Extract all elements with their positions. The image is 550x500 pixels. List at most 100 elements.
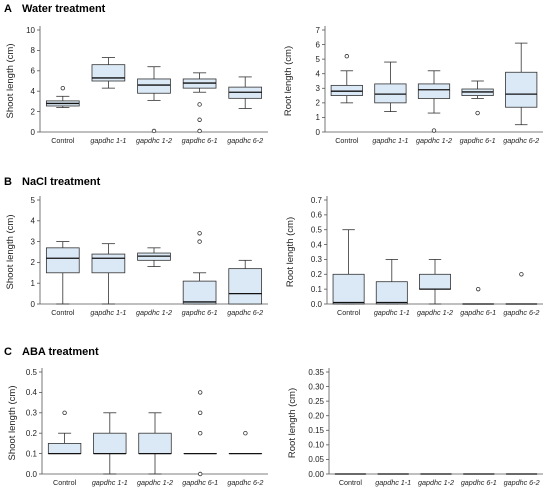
p4-x-tick-label: Control [53,478,77,487]
p5-x-tick-label: gapdhc 1-1 [375,478,411,487]
p1-y-tick-label: 3 [316,84,321,93]
p5-x-tick-label: gapdhc 6-2 [504,478,540,487]
p4-y-tick-label: 0.5 [26,368,38,377]
p0-x-tick-label: gapdhc 1-2 [136,136,172,145]
p1-y-tick-label: 4 [316,70,321,79]
p4-outlier [243,430,248,436]
p1-x-tick-label: gapdhc 1-1 [372,136,408,145]
p2-box [228,268,263,305]
p0-box [137,78,171,94]
p2-y-tick-label: 2 [31,258,36,267]
p3-box [375,281,408,305]
p3-y-tick-label: 0.0 [311,300,323,309]
p2-y-tick-label: 1 [31,279,36,288]
p0-outlier [60,85,65,91]
p0-x-tick-label: Control [51,136,75,145]
p5-x-tick-label: Control [339,478,363,487]
p3-y-axis-label: Root length (cm) [285,217,296,287]
p4-y-tick-label: 0.3 [26,409,38,418]
chart-aba-shoot: 0.0 0.1 0.2 0.3 0.4 0.5 Shoot length (cm) Contr… [7,368,268,487]
p1-outlier [431,128,437,133]
p1-x-tick-label: gapdhc 6-2 [503,136,539,145]
p2-x-tick-label: gapdhc 6-2 [227,308,263,317]
p4-y-tick-label: 0.0 [26,470,38,479]
section-a-letter: A [4,3,12,15]
p5-y-tick-label: 0.30 [308,382,324,391]
section-b-letter: B [4,176,12,188]
p0-y-tick-label: 6 [31,67,36,76]
p0-x-tick-label: gapdhc 6-2 [227,136,263,145]
p5-y-tick-label: 0.10 [308,441,324,450]
p0-x-tick-label: gapdhc 1-1 [90,136,126,145]
chart-nacl-root: 0.0 0.1 0.2 0.3 0.4 0.5 0.6 0.7 Root length (cm)… [285,196,543,317]
p3-x-tick-label: gapdhc 6-2 [503,308,539,317]
p3-box [419,273,451,290]
p0-y-tick-label: 4 [31,87,36,96]
p3-x-tick-label: Control [337,308,361,317]
p3-y-tick-label: 0.4 [311,240,323,249]
p2-x-tick-label: gapdhc 1-2 [136,308,172,317]
p5-y-tick-label: 0.15 [308,426,324,435]
section-b-title: NaCl treatment [22,176,101,188]
p1-box [417,83,451,99]
p4-x-tick-label: gapdhc 6-2 [227,478,263,487]
p2-outlier [197,231,202,236]
p2-y-tick-label: 0 [31,300,36,309]
chart-nacl-shoot: 0 1 2 3 4 5 Shoot length (cm) Control gapdhc 1-1… [5,196,268,317]
p3-y-tick-label: 0.2 [311,270,323,279]
p4-x-tick-label: gapdhc 1-1 [92,478,128,487]
p0-y-tick-label: 10 [26,26,35,35]
p3-outlier [475,286,481,292]
p3-x-tick-label: gapdhc 1-2 [417,308,453,317]
p5-y-tick-label: 0.00 [308,470,324,479]
p2-outlier [197,239,202,244]
p5-x-tick-label: gapdhc 1-2 [418,478,454,487]
p1-y-axis-label: Root length (cm) [283,46,294,116]
p1-y-tick-label: 6 [316,40,321,49]
p4-y-axis-label: Shoot length (cm) [7,386,18,461]
p5-y-tick-label: 0.35 [308,368,324,377]
p0-y-tick-label: 2 [31,107,36,116]
p1-y-tick-label: 1 [316,113,321,122]
p4-box [138,432,172,454]
p5-x-tick-label: gapdhc 6-1 [461,478,497,487]
p2-x-tick-label: gapdhc 1-1 [90,308,126,317]
p4-outlier [197,430,203,436]
p2-x-tick-label: gapdhc 6-1 [182,308,218,317]
p2-y-tick-label: 4 [31,217,36,226]
p2-y-tick-label: 5 [31,196,36,205]
p1-y-tick-label: 2 [316,99,321,108]
p3-y-tick-label: 0.5 [311,226,323,235]
p0-outlier [197,128,202,134]
p4-box [93,432,127,454]
p0-outlier [151,128,157,134]
p2-x-tick-label: Control [51,308,75,317]
section-c-letter: C [4,346,12,358]
p3-x-tick-label: gapdhc 1-1 [374,308,410,317]
p1-y-tick-label: 5 [316,55,321,64]
p3-outlier [519,272,524,277]
p3-y-tick-label: 0.7 [311,196,323,205]
p0-y-tick-label: 0 [31,128,36,137]
p3-box [332,273,365,305]
p3-x-tick-label: gapdhc 6-1 [460,308,496,317]
p1-y-tick-label: 7 [316,26,321,35]
p1-box [330,84,363,96]
p0-outlier [197,117,202,122]
p2-box [182,280,217,305]
p1-outlier [475,110,480,116]
p0-y-axis-label: Shoot length (cm) [5,44,16,119]
p3-y-tick-label: 0.6 [311,211,323,220]
p1-box [374,83,407,104]
p0-outlier [197,102,202,107]
p2-y-axis-label: Shoot length (cm) [5,215,16,290]
section-c-title: ABA treatment [22,346,99,358]
p4-outlier [197,390,203,395]
p4-x-tick-label: gapdhc 6-1 [182,478,218,487]
p3-y-tick-label: 0.3 [311,255,323,264]
p4-y-tick-label: 0.1 [26,449,38,458]
p4-outlier [62,410,67,415]
p1-x-tick-label: gapdhc 1-2 [416,136,452,145]
chart-aba-root: 0.00 0.05 0.10 0.15 0.20 0.25 0.30 0.35 Root len… [287,368,543,487]
p0-y-tick-label: 8 [31,46,36,55]
